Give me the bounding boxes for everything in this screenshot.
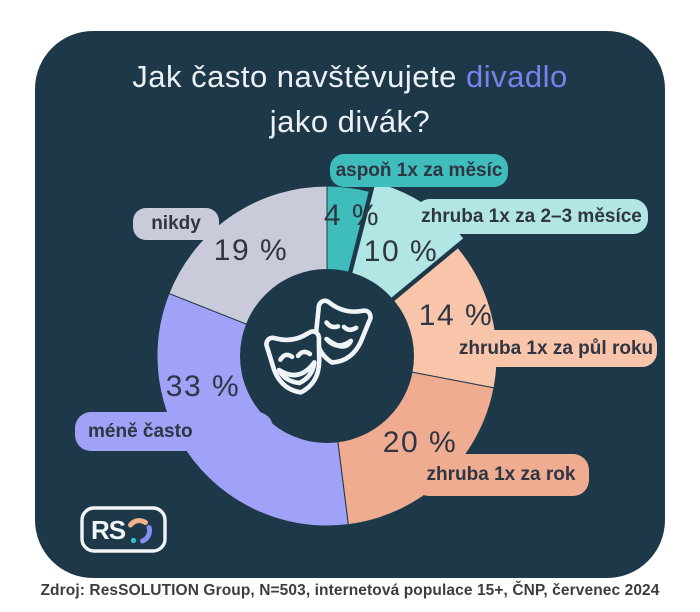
- logo-text: RS: [91, 515, 126, 545]
- page-title: Jak často navštěvujete divadlo jako divá…: [0, 54, 700, 144]
- source-note: Zdroj: ResSOLUTION Group, N=503, interne…: [40, 582, 660, 599]
- title-plain: Jak často navštěvujete: [132, 59, 457, 94]
- logo-arc-mark: [128, 518, 152, 544]
- brand-logo: RS: [80, 506, 167, 553]
- title-line-1: Jak často navštěvujete divadlo: [0, 54, 700, 99]
- title-line-2: jako divák?: [269, 104, 431, 139]
- logo-frame: [80, 506, 167, 553]
- title-accent: divadlo: [466, 59, 568, 94]
